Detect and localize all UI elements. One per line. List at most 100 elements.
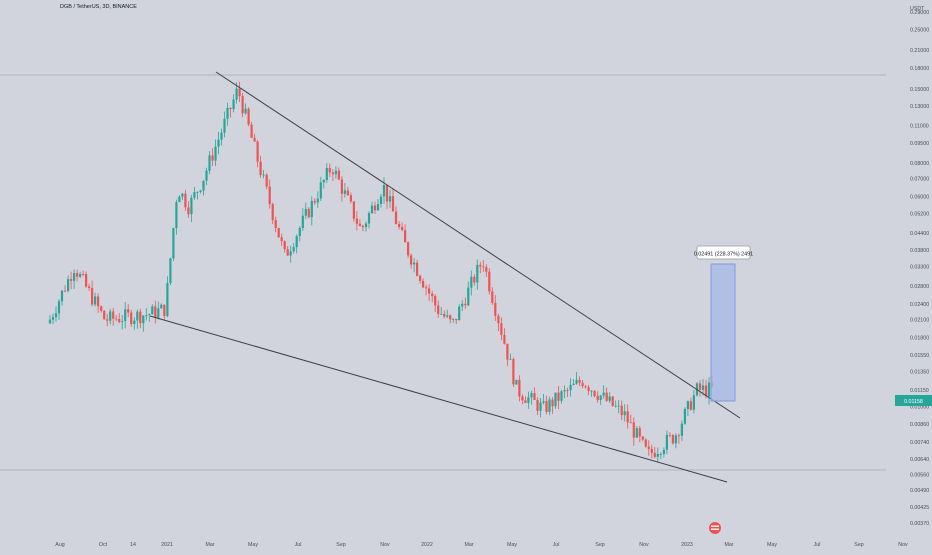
- candle-up: [301, 215, 304, 228]
- candle-down: [455, 318, 458, 321]
- candle-down: [407, 242, 410, 256]
- price-tick-label: 0.21000: [910, 48, 929, 54]
- candle-up: [364, 223, 368, 228]
- candle-down: [118, 319, 121, 323]
- candle-up: [527, 397, 530, 403]
- candle-down: [491, 291, 494, 303]
- candle-down: [449, 315, 452, 320]
- price-tick-label: 0.01550: [910, 353, 929, 359]
- candle-down: [689, 401, 692, 410]
- candle-down: [307, 208, 310, 218]
- time-axis[interactable]: Aug Oct 14 2021 Mar May Jul Sep Nov 2022 Mar May Jul…: [55, 542, 908, 548]
- candle-down: [473, 276, 476, 283]
- candle-up: [178, 196, 181, 203]
- candle-up: [379, 196, 383, 204]
- candle-up: [334, 170, 337, 175]
- candle-up: [244, 108, 247, 114]
- candle-down: [668, 434, 671, 436]
- candle-up: [175, 202, 178, 229]
- candle-down: [500, 323, 503, 335]
- candle-up: [199, 190, 202, 192]
- candle-down: [518, 379, 521, 397]
- price-range-measure-box[interactable]: [710, 263, 736, 402]
- candle-up: [166, 283, 169, 317]
- candle-up: [548, 399, 551, 412]
- candle-up: [48, 319, 52, 324]
- candle-up: [196, 191, 199, 193]
- candle-down: [253, 137, 256, 142]
- candle-down: [76, 273, 79, 277]
- candle-down: [698, 383, 702, 390]
- candle-up: [461, 303, 464, 307]
- time-tick-label: Jul: [814, 542, 821, 548]
- candle-up: [319, 182, 322, 199]
- price-tick-label: 0.00560: [910, 472, 929, 478]
- candle-up: [440, 313, 443, 315]
- candle-down: [286, 249, 289, 256]
- candle-down: [596, 396, 599, 400]
- candle-up: [467, 287, 470, 306]
- candle-up: [220, 132, 223, 140]
- candle-down: [551, 399, 554, 407]
- candle-up: [476, 264, 479, 283]
- candle-down: [404, 230, 407, 243]
- time-tick-label: May: [248, 542, 258, 548]
- candle-down: [283, 241, 286, 250]
- candle-down: [340, 179, 343, 194]
- time-tick-label: Mar: [205, 542, 214, 548]
- candle-up: [157, 308, 160, 318]
- candle-up: [656, 454, 659, 457]
- price-tick-label: 0.01800: [910, 336, 929, 342]
- candle-up: [446, 315, 449, 317]
- time-tick-label: Mar: [464, 542, 473, 548]
- candle-down: [503, 334, 506, 344]
- price-tick-label: 0.02100: [910, 318, 929, 324]
- candle-up: [109, 311, 112, 321]
- candle-up: [205, 170, 208, 181]
- price-tick-label: 0.02400: [910, 302, 929, 308]
- candle-down: [385, 185, 389, 202]
- price-tick-label: 0.02800: [910, 284, 929, 290]
- candle-up: [686, 401, 689, 409]
- candle-down: [280, 237, 283, 242]
- time-tick-label: 2023: [681, 542, 693, 548]
- candle-down: [139, 311, 142, 324]
- candle-up: [142, 315, 145, 324]
- candle-down: [268, 186, 271, 204]
- candlestick-series: [48, 81, 714, 463]
- candle-down: [641, 436, 644, 440]
- candle-up: [575, 379, 578, 384]
- candle-up: [599, 395, 602, 400]
- candle-up: [554, 392, 557, 407]
- price-axis[interactable]: 0.29000 0.25000 0.21000 0.18000 0.15000 0.130…: [910, 10, 929, 527]
- candle-down: [256, 141, 259, 162]
- candle-down: [593, 390, 596, 396]
- candle-up: [539, 402, 542, 411]
- candle-down: [271, 204, 274, 221]
- candle-down: [391, 196, 395, 212]
- candle-down: [605, 392, 608, 401]
- candle-down: [638, 428, 641, 437]
- upper-trendline[interactable]: [215, 71, 741, 419]
- lower-trendline[interactable]: [149, 315, 728, 483]
- candle-up: [569, 384, 572, 391]
- price-tick-label: 0.00640: [910, 457, 929, 463]
- candle-down: [163, 304, 166, 317]
- price-tick-label: 0.00370: [910, 521, 929, 527]
- candle-down: [211, 155, 214, 161]
- candle-down: [629, 422, 632, 424]
- measure-label: 0.02491 (228.37%) 2491: [694, 252, 753, 258]
- candle-down: [485, 267, 488, 272]
- candle-down: [127, 309, 130, 313]
- time-tick-label: Mar: [724, 542, 733, 548]
- candle-up: [662, 449, 665, 454]
- price-tick-label: 0.29000: [910, 10, 929, 16]
- plot-background: [0, 0, 886, 534]
- candle-down: [524, 400, 527, 403]
- candle-up: [470, 276, 473, 288]
- candle-up: [343, 190, 346, 194]
- candle-down: [277, 228, 280, 238]
- measure-label-box: [696, 245, 751, 260]
